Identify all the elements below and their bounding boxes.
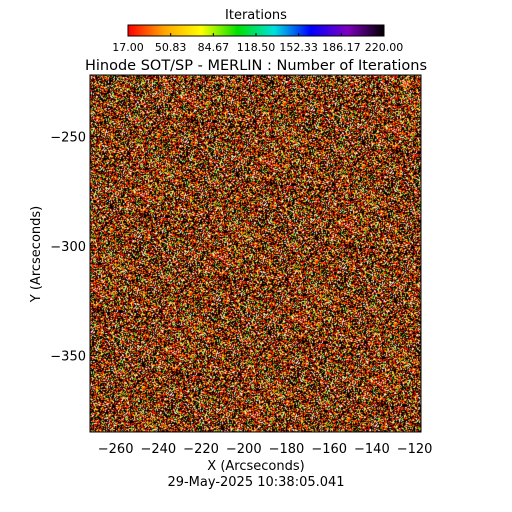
x-tick-label: −160 [311,442,347,457]
colorbar-tick-label: 50.83 [155,41,187,54]
x-tick-label: −200 [226,442,262,457]
y-axis-label: Y (Arcseconds) [29,206,44,303]
y-tick-label: −300 [50,240,86,255]
x-tick-label: −220 [183,442,219,457]
y-tick-label: −250 [50,130,86,145]
x-axis-label: X (Arcseconds) [207,459,304,474]
y-tick-label: −350 [50,349,86,364]
colorbar-tick-label: 84.67 [198,41,230,54]
colorbar-ticks: 17.00 50.83 84.67 118.50 152.33 186.17 220.00 [112,33,403,54]
colorbar-tick-label: 220.00 [365,41,404,54]
colorbar-title: Iterations [225,8,287,23]
x-tick-label: −240 [140,442,176,457]
timestamp: 29-May-2025 10:38:05.041 [167,475,344,490]
y-axis: −250 −300 −350 [50,130,421,364]
x-tick-label: −120 [397,442,433,457]
colorbar-tick-label: 186.17 [322,41,361,54]
colorbar-tick-label: 17.00 [112,41,144,54]
x-tick-label: −260 [98,442,134,457]
colorbar-tick-label: 152.33 [279,41,318,54]
plot-frame [89,74,422,433]
x-tick-label: −140 [354,442,390,457]
chart-title: Hinode SOT/SP - MERLIN : Number of Itera… [85,58,427,74]
x-tick-label: −180 [269,442,305,457]
colorbar-tick-label: 118.50 [237,41,276,54]
heatmap-image [90,75,421,432]
x-axis: −260 −240 −220 −200 −180 −160 −140 −120 [98,75,433,457]
